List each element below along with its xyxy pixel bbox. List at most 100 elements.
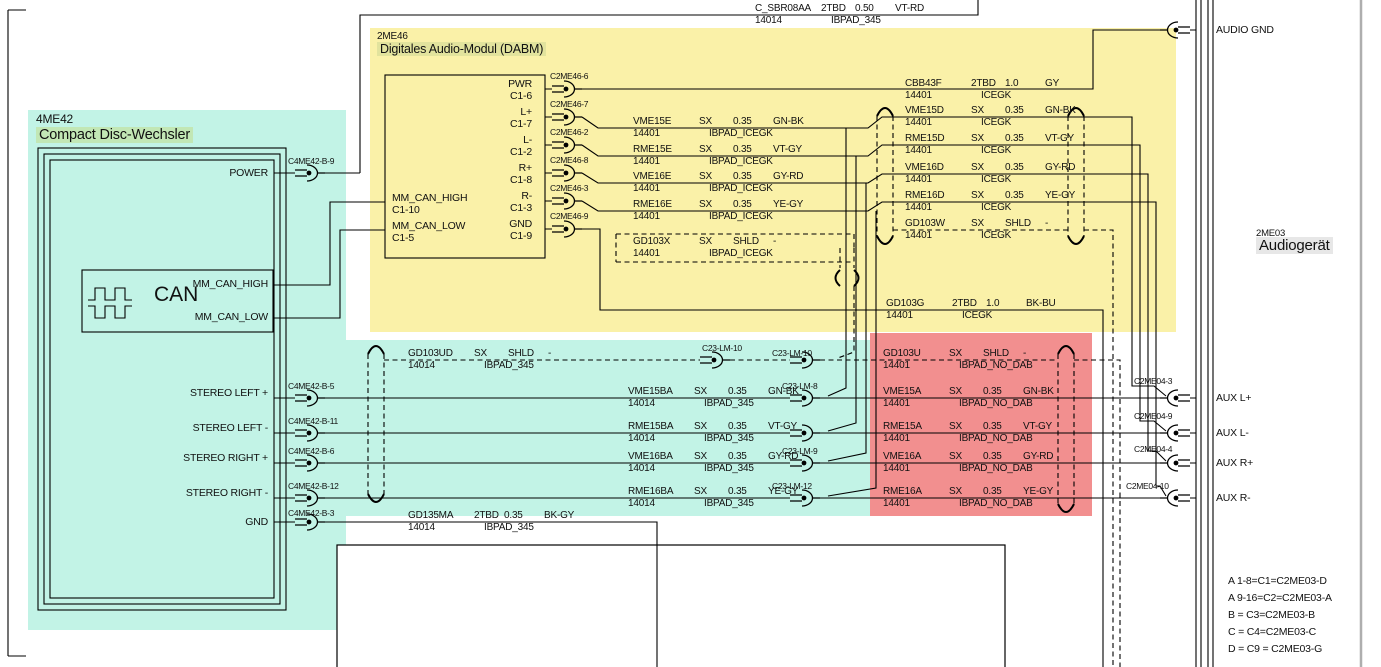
connector-label: C4ME42-B-5 [288,381,335,391]
wire-name: RME16D [905,190,945,201]
wire-size: 0.35 [733,116,752,127]
connector-label: C2ME04-3 [1134,376,1173,386]
wire-color: VT-GY [1045,133,1075,144]
wire-size: SHLD [508,348,534,359]
wire-name: RME15BA [628,421,674,432]
wire-label-rme15a: RME15A SX 0.35 VT-GY 14401 IBPAD_NO_DAB [883,421,1052,445]
connector-label: C4ME42-B-6 [288,446,335,456]
wire-type: SX [699,144,712,155]
connector-label: C23-LM-12 [772,481,812,491]
wire-harness: IBPAD_345 [704,433,754,444]
no-dab-block [870,333,1092,516]
wire-part: 14014 [408,522,435,533]
connector-symbol [551,164,583,182]
pin-mm-can-high: MM_CAN_HIGH [192,278,269,290]
connector-label: C2ME46-7 [550,99,589,109]
connector-label: C2ME46-8 [550,155,589,165]
wire-harness: IBPAD_ICEGK [709,156,773,167]
connector-label: C2ME46-6 [550,71,589,81]
wire-label-rme15e: RME15E SX 0.35 VT-GY 14401 IBPAD_ICEGK [633,144,802,168]
wire-size: 0.35 [983,421,1002,432]
wire-part: 14014 [628,398,655,409]
wire-harness: IBPAD_NO_DAB [959,360,1033,371]
wire-name: C_SBR08AA [755,3,812,14]
wire-harness: ICEGK [981,202,1012,213]
wire-part: 14401 [633,156,660,167]
connector-symbol [1159,389,1191,407]
legend-line: C = C4=C2ME03-C [1228,626,1317,638]
wire-color: GY-RD [1045,162,1076,173]
dabm-pin-can-low: MM_CAN_LOW C1-5 [392,220,466,244]
wire-name: GD103G [886,298,925,309]
wire-color: - [1023,348,1027,359]
connector-symbol [551,108,583,126]
wire-label-rme15ba: RME15BA SX 0.35 VT-GY 14014 IBPAD_345 [628,421,797,445]
wire-part: 14401 [905,117,932,128]
wire-color: - [1045,218,1049,229]
dabm-title: Digitales Audio-Modul (DABM) [377,42,547,56]
pin-stereo-left-plus: STEREO LEFT + [189,387,268,399]
wire-name: VME16E [633,171,672,182]
wire-type: SX [474,348,487,359]
wire-type: SX [694,451,707,462]
wire-part: 14401 [886,310,913,321]
wire-size: 0.35 [1005,105,1024,116]
wire-color: GY-RD [1023,451,1054,462]
wire-name: GD103U [883,348,921,359]
wire-harness: IBPAD_345 [704,463,754,474]
wire-part: 14401 [633,248,660,259]
wire-size: 0.35 [983,386,1002,397]
wire-label-vme15d: VME15D SX 0.35 GN-BK 14401 ICEGK [905,105,1076,129]
wire-harness: IBPAD_345 [484,522,534,533]
wire-label-rme16ba: RME16BA SX 0.35 YE-GY 14014 IBPAD_345 [628,486,798,510]
connector-symbol [294,489,326,507]
wire-name: VME15E [633,116,672,127]
dabm-pin-l-plus: L+ C1-7 [510,106,532,130]
wire-color: BK-GY [544,510,575,521]
wire-part: 14014 [408,360,435,371]
wire-color: - [548,348,552,359]
wire-color: VT-GY [773,144,803,155]
pin-stereo-right-minus: STEREO RIGHT - [185,487,268,499]
wire-type: SX [971,190,984,201]
wire-harness: ICEGK [981,90,1012,101]
wire-part: 14401 [883,463,910,474]
wire-type: SX [694,386,707,397]
dabm-block [370,28,1176,332]
wire-name: RME16BA [628,486,674,497]
label-aux-l-minus: AUX L- [1216,427,1249,439]
wire-harness: IBPAD_345 [484,360,534,371]
wire-part: 14014 [628,433,655,444]
wire-name: VME15A [883,386,922,397]
legend-line: A 9-16=C2=C2ME03-A [1228,592,1332,604]
dabm-id: 2ME46 [377,31,408,42]
solid-wires [7,0,1214,667]
wire-type: 2TBD [821,3,846,14]
connector-symbol [1159,454,1191,472]
wire-type: SX [699,116,712,127]
wire-harness: IBPAD_ICEGK [709,248,773,259]
connector-label: C2ME46-2 [550,127,589,137]
wire-label-vme16ba: VME16BA SX 0.35 GY-RD 14014 IBPAD_345 [628,451,799,475]
connector-label: C2ME04-4 [1134,444,1173,454]
connector-label: C23-LM-9 [782,446,818,456]
wire-size: 0.35 [733,171,752,182]
wire-name: VME15D [905,105,944,116]
wire-type: SX [949,486,962,497]
wire-harness: IBPAD_ICEGK [709,211,773,222]
wire-harness: IBPAD_NO_DAB [959,463,1033,474]
wire-part: 14401 [883,360,910,371]
wire-part: 14401 [633,128,660,139]
wire-harness: IBPAD_345 [831,15,881,26]
wire-color: VT-RD [895,3,925,14]
dabm-pin-r-minus: R- C1-3 [510,190,532,214]
wire-name: GD103W [905,218,945,229]
bottom-module-box [336,544,1006,667]
pin-power: POWER [229,167,268,179]
wire-color: YE-GY [768,486,799,497]
wire-harness: IBPAD_NO_DAB [959,433,1033,444]
dabm-pin-gnd: GND C1-9 [509,218,532,242]
wire-part: 14401 [633,211,660,222]
connector-symbol [551,80,583,98]
